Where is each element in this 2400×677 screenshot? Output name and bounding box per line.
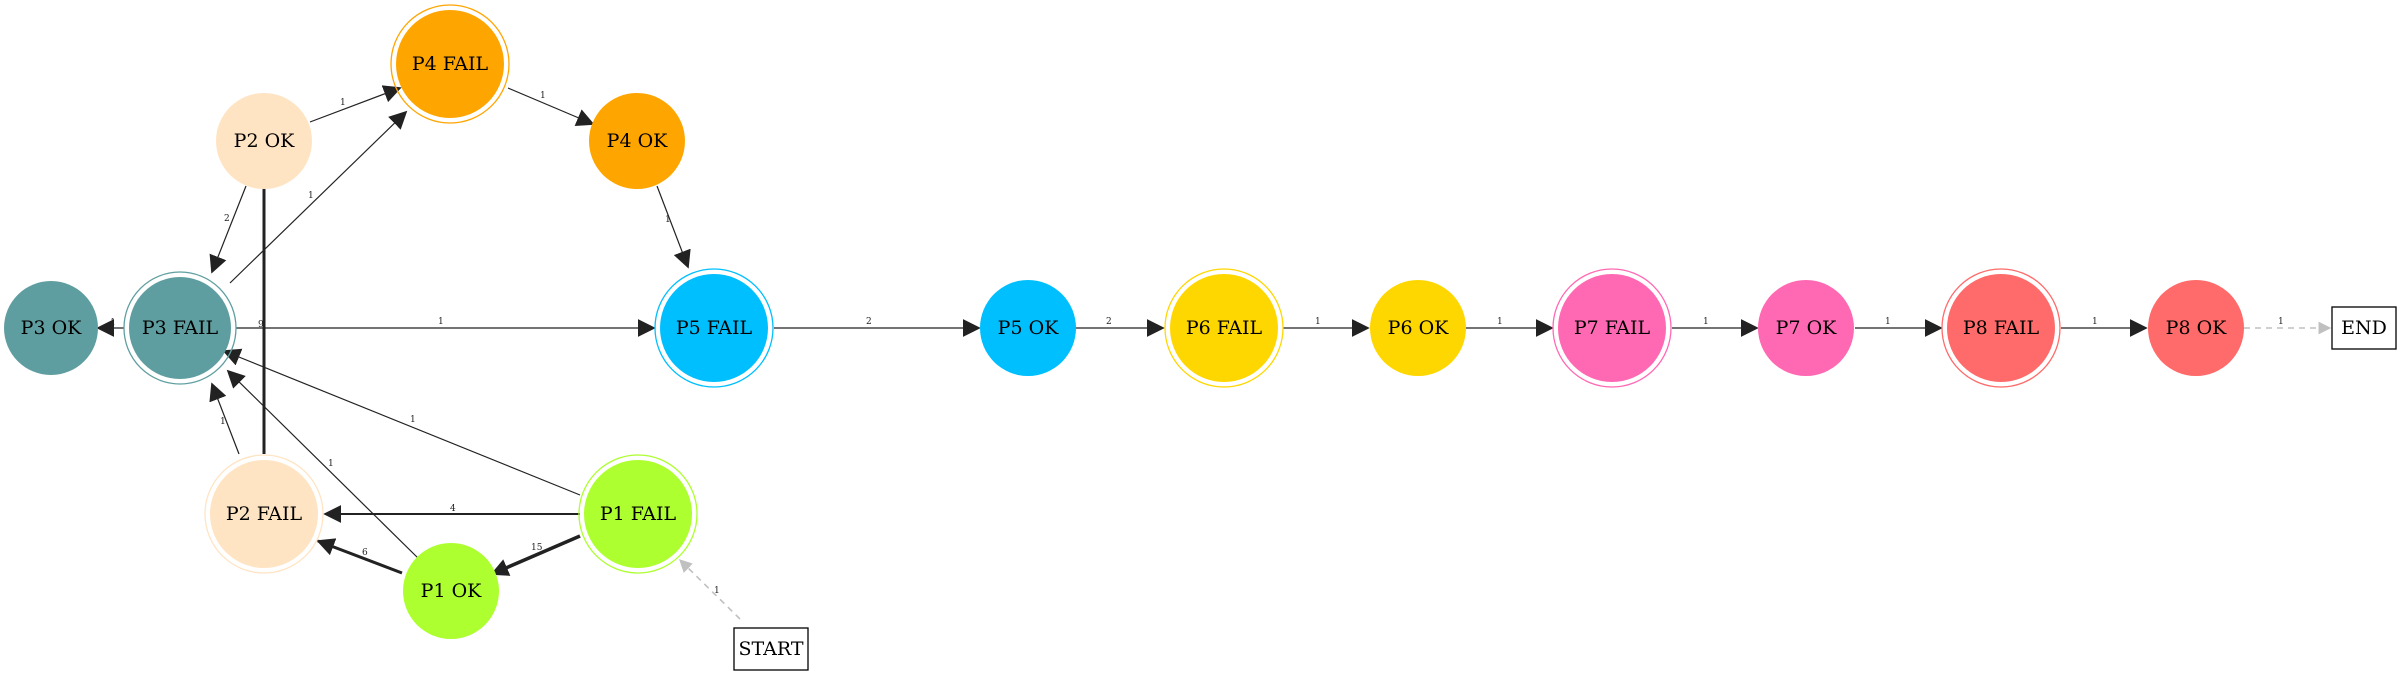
node-p4-fail[interactable]: P4 FAIL	[390, 4, 510, 124]
edge-label: 9	[258, 320, 264, 330]
edge-label: 4	[450, 504, 456, 514]
node-start[interactable]: START	[733, 627, 809, 671]
node-p7-fail[interactable]: P7 FAIL	[1552, 268, 1672, 388]
edge-label: 1	[714, 586, 720, 596]
edge-p1ok-p2fail: 6	[316, 538, 403, 575]
edge-label: 2	[866, 317, 872, 327]
edge-p2ok-p3fail: 2	[209, 185, 247, 274]
svg-text:P5 FAIL: P5 FAIL	[676, 317, 753, 339]
node-end[interactable]: END	[2331, 306, 2397, 350]
edge-p2fail-p3fail: 1	[209, 382, 240, 455]
svg-text:P7 OK: P7 OK	[1776, 317, 1837, 339]
edge-p5ok-p6fail: 2	[1076, 317, 1165, 337]
node-p3-fail[interactable]: P3 FAIL	[123, 271, 237, 385]
node-p1-fail[interactable]: P1 FAIL	[578, 454, 698, 574]
node-p2-fail[interactable]: P2 FAIL	[204, 454, 324, 574]
edge-p8ok-end: 1	[2244, 317, 2332, 335]
edge-p6ok-p7fail: 1	[1466, 317, 1554, 337]
node-p7-ok[interactable]: P7 OK	[1758, 280, 1854, 376]
svg-text:P4 OK: P4 OK	[607, 130, 668, 152]
edge-label: 1	[438, 317, 444, 327]
svg-text:P4 FAIL: P4 FAIL	[412, 53, 489, 75]
svg-text:P8 FAIL: P8 FAIL	[1963, 317, 2040, 339]
svg-text:START: START	[738, 638, 803, 660]
edge-p2ok-p4fail: 1	[309, 85, 402, 123]
node-p1-ok[interactable]: P1 OK	[403, 543, 499, 639]
svg-text:P2 FAIL: P2 FAIL	[226, 503, 303, 525]
svg-text:P8 OK: P8 OK	[2166, 317, 2227, 339]
node-p2-ok[interactable]: P2 OK	[216, 93, 312, 189]
edge-p1fail-p3fail: 1	[222, 348, 581, 496]
edge-label: 1	[1885, 317, 1891, 327]
edge-label: 2	[1106, 317, 1112, 327]
edge-p6fail-p6ok: 1	[1283, 317, 1370, 337]
edge-label: 1	[340, 98, 346, 108]
svg-text:P1 FAIL: P1 FAIL	[600, 503, 677, 525]
edge-p5fail-p5ok: 2	[774, 317, 981, 337]
edge-label: 1	[1703, 317, 1709, 327]
edge-p8fail-p8ok: 1	[2061, 317, 2148, 337]
edge-label: 15	[531, 543, 543, 553]
edge-p4ok-p5fail: 1	[656, 185, 691, 269]
node-p3-ok[interactable]: P3 OK	[4, 281, 98, 375]
svg-text:P1 OK: P1 OK	[421, 580, 482, 602]
svg-text:P3 FAIL: P3 FAIL	[142, 317, 219, 339]
edge-label: 1	[308, 191, 314, 201]
node-p5-fail[interactable]: P5 FAIL	[654, 268, 774, 388]
edge-label: 1	[110, 318, 116, 328]
edge-p1fail-p1ok: 15	[490, 534, 581, 576]
node-p8-fail[interactable]: P8 FAIL	[1941, 268, 2061, 388]
edge-p1fail-p2fail: 4	[323, 504, 580, 523]
edge-p3fail-p3ok: 1	[96, 318, 124, 337]
svg-text:P5 OK: P5 OK	[998, 317, 1059, 339]
edge-label: 1	[2278, 317, 2284, 327]
edge-p7fail-p7ok: 1	[1672, 317, 1759, 337]
edge-label: 6	[362, 548, 368, 558]
edge-label: 1	[410, 415, 416, 425]
edge-label: 1	[540, 91, 546, 101]
node-p8-ok[interactable]: P8 OK	[2148, 280, 2244, 376]
svg-text:P2 OK: P2 OK	[234, 130, 295, 152]
edge-label: 1	[1315, 317, 1321, 327]
edge-p4fail-p4ok: 1	[507, 87, 595, 126]
svg-text:P6 FAIL: P6 FAIL	[1186, 317, 1263, 339]
node-p5-ok[interactable]: P5 OK	[980, 280, 1076, 376]
edge-p1ok-p3fail: 1	[226, 369, 421, 561]
edge-p3fail-p5fail: 1	[236, 317, 656, 337]
svg-text:P3 OK: P3 OK	[21, 317, 82, 339]
edge-label: 2	[224, 214, 230, 224]
edge-label: 1	[220, 417, 226, 427]
node-p6-fail[interactable]: P6 FAIL	[1164, 268, 1284, 388]
edge-label: 1	[328, 459, 334, 469]
node-p6-ok[interactable]: P6 OK	[1370, 280, 1466, 376]
svg-text:END: END	[2341, 317, 2387, 339]
svg-text:P7 FAIL: P7 FAIL	[1574, 317, 1651, 339]
edge-start-p1fail: 1	[679, 559, 741, 620]
edge-p3fail-p4fail: 1	[229, 110, 408, 284]
edge-label: 1	[1497, 317, 1503, 327]
edge-label: 1	[665, 215, 671, 225]
edge-p2fail-p2ok: 9	[255, 160, 273, 454]
edge-p7ok-p8fail: 1	[1855, 317, 1943, 337]
edge-label: 1	[2092, 317, 2098, 327]
svg-text:P6 OK: P6 OK	[1388, 317, 1449, 339]
node-p4-ok[interactable]: P4 OK	[589, 93, 685, 189]
